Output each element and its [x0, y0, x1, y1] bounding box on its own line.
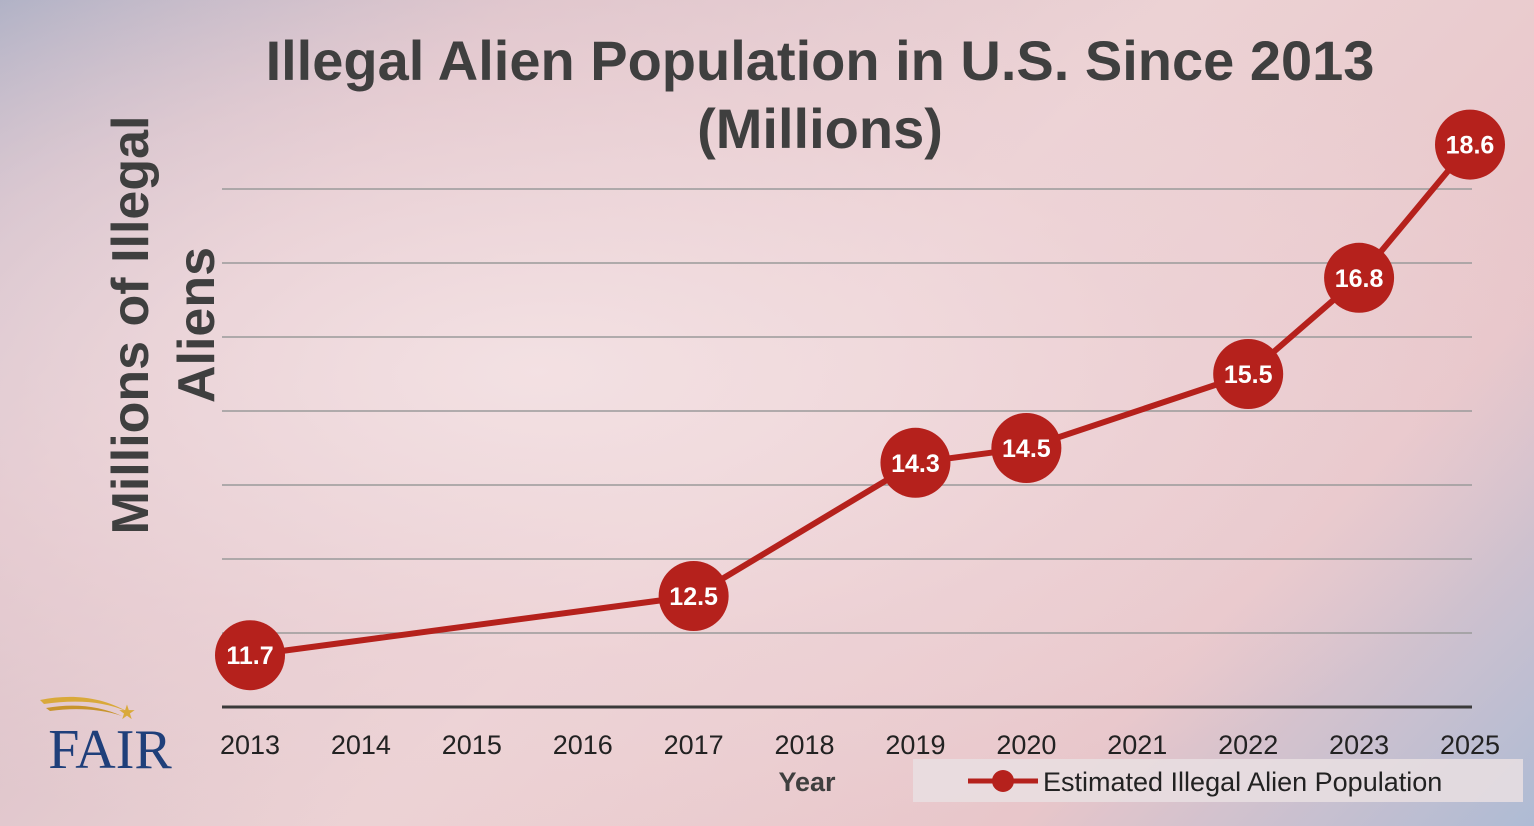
x-tick-label: 2015	[442, 730, 502, 760]
data-point-marker	[658, 561, 729, 631]
data-label: 12.5	[669, 583, 718, 611]
data-point-marker	[1324, 242, 1395, 313]
y-axis-label-line-1: Millions of Illegal	[102, 116, 160, 535]
data-label: 11.7	[226, 642, 273, 670]
x-tick-label: 2016	[553, 730, 613, 760]
data-label: 18.6	[1446, 132, 1495, 160]
y-axis-label-line-2: Aliens	[168, 247, 226, 403]
data-label: 14.3	[891, 450, 940, 478]
fair-logo: ★ FAIR	[40, 696, 172, 781]
x-tick-label: 2023	[1329, 730, 1389, 760]
x-tick-label: 2020	[996, 730, 1056, 760]
x-tick-label: 2019	[885, 730, 945, 760]
legend: Estimated Illegal Alien Population	[913, 759, 1523, 802]
data-point-marker	[1213, 339, 1284, 409]
data-label: 14.5	[1002, 435, 1051, 463]
logo-star-icon: ★	[118, 702, 136, 724]
x-tick-label: 2021	[1107, 730, 1167, 760]
data-point-marker	[215, 620, 285, 691]
x-tick-label: 2025	[1440, 730, 1500, 760]
chart-title-line-1: Illegal Alien Population in U.S. Since 2…	[266, 29, 1375, 92]
data-point-marker	[991, 413, 1062, 483]
x-tick-label: 2014	[331, 730, 391, 760]
data-label: 15.5	[1224, 361, 1273, 389]
legend-entry-label: Estimated Illegal Alien Population	[1043, 767, 1442, 797]
data-markers: 11.7 12.5 14.3 14.5 15.5 16.8 18.6	[215, 109, 1505, 691]
x-axis-ticks: 2013 2014 2015 2016 2017 2018 2019 2020 2021 2022…	[220, 730, 1500, 760]
x-axis-label: Year	[778, 767, 836, 797]
data-label: 16.8	[1335, 265, 1384, 293]
legend-marker-swatch	[992, 770, 1014, 792]
x-tick-label: 2013	[220, 730, 280, 760]
x-tick-label: 2022	[1218, 730, 1278, 760]
logo-swoosh	[40, 696, 128, 712]
series-line	[249, 142, 1473, 659]
logo-text: FAIR	[48, 719, 172, 781]
chart-title-line-2: (Millions)	[697, 97, 943, 160]
x-tick-label: 2018	[775, 730, 835, 760]
data-point-marker	[880, 427, 951, 498]
x-tick-label: 2017	[664, 730, 724, 760]
data-point-marker	[1435, 109, 1505, 180]
gridlines	[222, 188, 1472, 634]
logo-swoosh-inner	[46, 705, 122, 716]
